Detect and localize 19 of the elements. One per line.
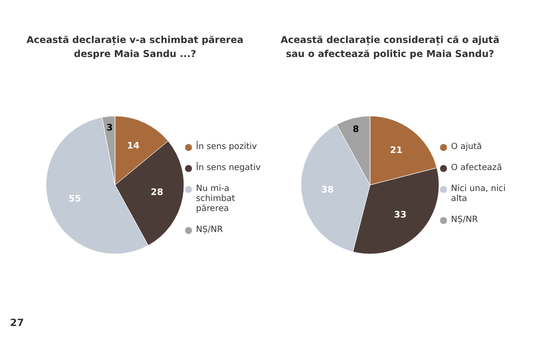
legend-label: Nu mi-a schimbat părerea [196,184,236,214]
data-label: 38 [321,185,334,196]
legend-label: NȘ/NR [196,225,223,235]
data-label: 33 [394,210,407,220]
legend-label: În sens pozitiv [196,142,257,152]
data-label: 55 [68,194,82,204]
data-label: 8 [352,125,360,136]
legend-label: O ajută [451,142,482,152]
legend-label: O afectează [451,163,502,173]
chart-title: Această declarație v-a schimbat părerea despre Maia Sandu ...? [26,34,244,62]
text: 27 [10,318,24,329]
data-label: 21 [390,146,402,156]
data-label: 28 [150,188,164,198]
legend-label: În sens negativ [196,163,261,173]
legend-label: Nici una, nici alta [451,184,507,204]
data-label: 3 [106,124,113,134]
legend-label: NȘ/NR [451,215,478,225]
chart-title: Această declarație considerați că o ajută sau o afectează politic pe Maia Sandu? [280,34,500,62]
data-label: 14 [126,141,140,152]
